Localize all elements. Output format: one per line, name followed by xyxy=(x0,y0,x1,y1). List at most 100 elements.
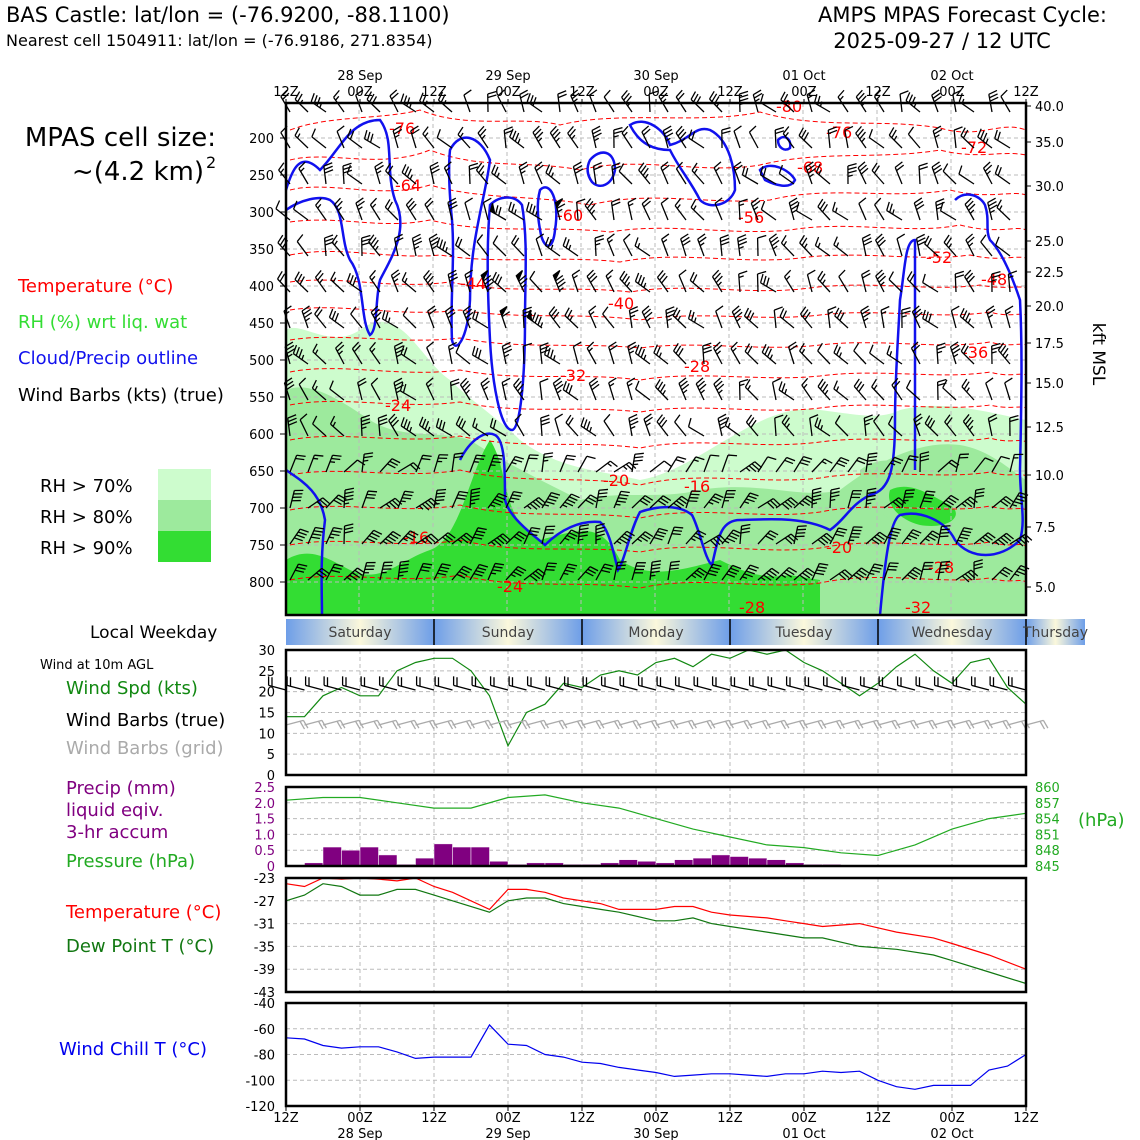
panel-border xyxy=(284,648,1028,777)
barb-half xyxy=(991,351,997,354)
pressure-label: Pressure (hPa) xyxy=(66,851,195,872)
barb-full xyxy=(333,197,341,206)
barb-full xyxy=(675,500,685,507)
profile-wind-barb xyxy=(534,161,544,185)
barb-full xyxy=(912,569,921,575)
barb-half xyxy=(385,503,391,508)
barb-full xyxy=(573,164,583,171)
barb-full xyxy=(588,272,596,280)
barb-full xyxy=(286,348,296,354)
barb-full xyxy=(788,197,798,204)
barb-full xyxy=(316,309,323,318)
barb-full xyxy=(945,499,954,506)
grid-wind-barb xyxy=(1025,719,1049,730)
wind-spd-label: Wind Spd (kts) xyxy=(66,678,198,699)
barb-full xyxy=(830,494,840,498)
barb-full xyxy=(1005,495,1014,503)
barb-staff xyxy=(455,352,471,365)
y-tick-label: -40 xyxy=(254,997,275,1012)
barb-full xyxy=(753,92,763,99)
profile-wind-barb xyxy=(739,564,759,581)
true-wind-barb xyxy=(508,676,527,691)
profile-wind-barb xyxy=(880,305,890,329)
barb-half xyxy=(313,457,319,460)
barb-half xyxy=(720,425,726,430)
barb-staff xyxy=(622,239,633,257)
barb-half xyxy=(382,540,388,545)
profile-wind-barb xyxy=(294,271,309,293)
barb-half xyxy=(429,281,434,287)
profile-wind-barb xyxy=(325,454,342,473)
barb-full xyxy=(353,344,361,353)
y-tick-label: 1.0 xyxy=(254,828,275,843)
precip-label-3: 3-hr accum xyxy=(66,822,168,843)
profile-wind-barb xyxy=(815,163,831,185)
barb-full xyxy=(634,272,640,282)
barb-full xyxy=(1000,89,1008,97)
barb-full xyxy=(385,538,394,544)
profile-wind-barb xyxy=(393,377,404,401)
barb-staff xyxy=(757,456,769,473)
barb-full xyxy=(363,455,373,459)
profile-wind-barb xyxy=(887,415,903,437)
barb-half xyxy=(300,167,305,172)
barb-half xyxy=(332,421,336,427)
barb-full xyxy=(914,311,923,319)
barb-full xyxy=(297,93,303,103)
barb-staff xyxy=(603,96,615,113)
temp-label: -40 xyxy=(608,294,634,313)
barb-full xyxy=(621,273,628,282)
barb-full xyxy=(964,197,972,205)
profile-wind-barb xyxy=(991,455,1010,473)
barb-half xyxy=(465,274,471,279)
profile-wind-barb xyxy=(690,91,705,113)
barb-full xyxy=(789,200,799,207)
barb-full xyxy=(465,311,474,319)
barb-full xyxy=(511,203,515,213)
profile-wind-barb xyxy=(489,418,507,437)
barb-half xyxy=(732,347,737,352)
barb-half xyxy=(550,172,554,178)
barb-full xyxy=(591,125,601,132)
barb-full xyxy=(853,378,860,387)
profile-wind-barb xyxy=(572,161,584,185)
profile-wind-barb xyxy=(919,530,941,545)
barb-full xyxy=(346,273,351,282)
top-tick-label: 00Z xyxy=(347,85,373,100)
barb-full xyxy=(426,200,434,208)
profile-wind-barb xyxy=(853,342,867,365)
barb-full xyxy=(715,275,723,284)
barb-full xyxy=(592,129,602,135)
profile-wind-barb xyxy=(757,567,780,581)
bottom-tick-label: 00Z xyxy=(791,1111,817,1126)
barb-half xyxy=(543,503,550,507)
pressure-tick-label: 854 xyxy=(1035,813,1060,828)
barb-full xyxy=(436,492,446,495)
barb-full xyxy=(712,496,722,501)
profile-wind-barb xyxy=(960,127,975,149)
barb-full xyxy=(702,345,712,351)
barb-half xyxy=(690,537,696,542)
barb-full xyxy=(595,526,605,531)
profile-wind-barb xyxy=(964,269,975,293)
model-title: AMPS MPAS Forecast Cycle: xyxy=(818,3,1107,27)
barb-full xyxy=(637,346,643,356)
barb-half xyxy=(332,277,337,283)
barb-full xyxy=(457,494,467,497)
profile-wind-barb xyxy=(759,273,777,293)
barb-full xyxy=(697,529,707,536)
barb-full xyxy=(588,377,597,384)
bottom-date-label: 28 Sep xyxy=(337,1127,382,1140)
pressure-tick-label: 300 xyxy=(249,206,274,221)
barb-full xyxy=(453,455,463,459)
barb-full xyxy=(588,305,597,313)
barb-full xyxy=(986,305,995,312)
barb-full xyxy=(724,720,731,730)
barb-half xyxy=(573,274,578,279)
barb-half xyxy=(521,283,527,288)
profile-wind-barb xyxy=(829,569,853,581)
profile-wind-barb xyxy=(973,532,996,545)
barb-full xyxy=(925,311,929,321)
barb-full xyxy=(279,237,286,246)
barb-full xyxy=(336,720,343,730)
